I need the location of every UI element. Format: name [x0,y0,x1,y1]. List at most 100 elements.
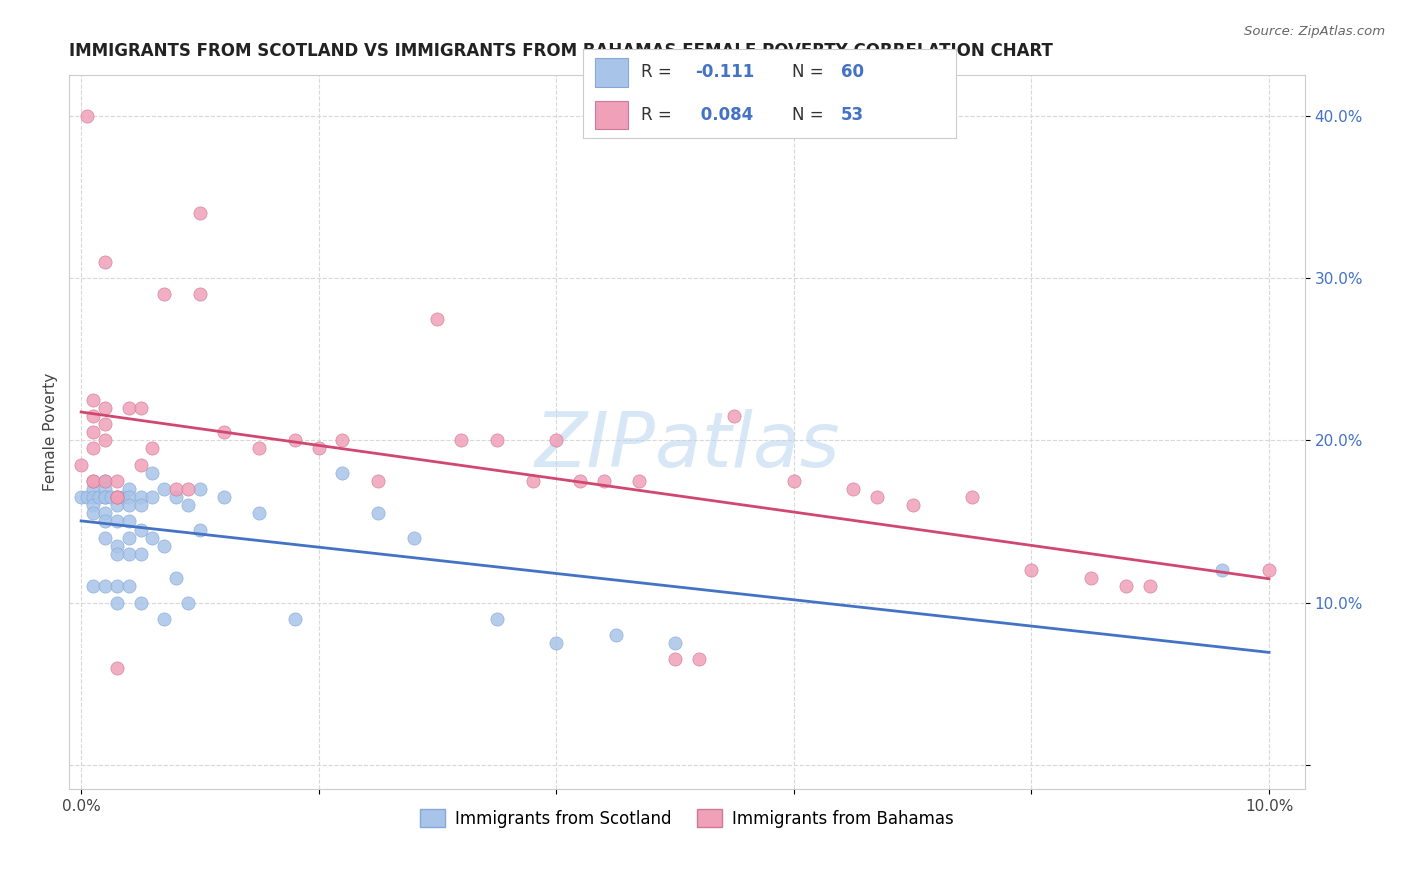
Point [450,434,472,448]
Point [247,507,270,521]
Point [129,547,152,561]
Point [284,434,307,448]
Point [105,490,128,504]
Point [94,490,117,504]
Point [82,409,104,423]
Point [117,531,139,545]
Point [129,498,152,512]
Text: ZIPatlas: ZIPatlas [534,409,839,483]
Point [117,482,139,496]
Point [105,490,128,504]
Point [688,652,710,666]
Point [94,255,117,269]
Point [284,612,307,626]
Point [212,490,235,504]
Point [129,596,152,610]
Point [94,531,117,545]
Point [664,652,686,666]
Point [94,515,117,529]
Point [129,490,152,504]
Point [628,474,651,488]
Point [141,442,163,456]
Point [165,490,187,504]
Point [129,458,152,472]
Point [901,498,924,512]
Point [94,482,117,496]
Point [247,442,270,456]
Point [94,490,117,504]
Point [76,109,98,123]
Point [94,507,117,521]
Point [82,490,104,504]
Point [402,531,425,545]
Point [153,612,176,626]
Bar [595,58,628,87]
Text: R =: R = [641,106,678,124]
Point [94,579,117,593]
Point [485,434,508,448]
Point [105,474,128,488]
Text: 53: 53 [841,106,863,124]
Point [1211,563,1233,577]
Point [569,474,592,488]
Point [332,466,354,480]
Point [141,466,163,480]
Point [94,417,117,431]
Point [866,490,889,504]
Point [105,539,128,553]
Point [82,579,104,593]
Point [82,498,104,512]
Point [177,596,200,610]
Point [1115,579,1137,593]
Text: -0.111: -0.111 [695,63,755,81]
Point [117,579,139,593]
Point [367,507,389,521]
Point [1258,563,1281,577]
Point [212,425,235,440]
Point [188,523,211,537]
Point [141,490,163,504]
Point [117,498,139,512]
Point [842,482,865,496]
Point [485,612,508,626]
Point [165,571,187,585]
Point [82,482,104,496]
Text: R =: R = [641,63,678,81]
Bar [595,101,628,129]
Text: Source: ZipAtlas.com: Source: ZipAtlas.com [1244,25,1385,38]
Point [129,523,152,537]
Text: 60: 60 [841,63,863,81]
Point [546,636,568,650]
Point [105,498,128,512]
Point [105,596,128,610]
Point [153,482,176,496]
Point [111,490,134,504]
Point [105,579,128,593]
Point [100,490,122,504]
Point [546,434,568,448]
Point [141,531,163,545]
Point [94,401,117,415]
Point [426,311,449,326]
Point [188,482,211,496]
Point [117,490,139,504]
Point [82,507,104,521]
Point [117,515,139,529]
Text: N =: N = [792,63,830,81]
Point [177,482,200,496]
Point [82,425,104,440]
Point [82,442,104,456]
Point [94,434,117,448]
Text: 0.084: 0.084 [695,106,754,124]
Point [783,474,806,488]
Point [1080,571,1102,585]
Point [153,287,176,301]
Legend: Immigrants from Scotland, Immigrants from Bahamas: Immigrants from Scotland, Immigrants fro… [413,803,960,834]
Point [87,490,110,504]
Point [522,474,544,488]
Point [105,547,128,561]
Point [129,401,152,415]
Point [1021,563,1043,577]
Point [605,628,627,642]
Point [308,442,330,456]
